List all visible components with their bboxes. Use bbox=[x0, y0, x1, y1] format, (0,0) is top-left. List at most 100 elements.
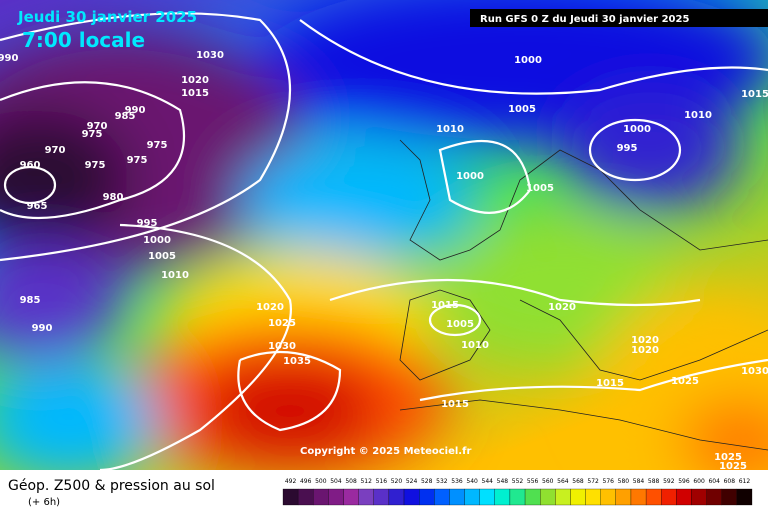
field bbox=[0, 0, 768, 480]
isobar-labels: 990 1030102010159909859709759709609759759… bbox=[0, 50, 768, 472]
scale-label: 608 bbox=[724, 478, 736, 485]
scale-label: 604 bbox=[708, 478, 720, 485]
isobar-label: 1010 bbox=[436, 124, 464, 135]
isobar-label: 975 bbox=[82, 129, 103, 140]
isobar-label: 990 bbox=[125, 105, 146, 116]
scale-label: 532 bbox=[436, 478, 448, 485]
isobar-label: 1010 bbox=[461, 340, 489, 351]
scale-label: 568 bbox=[572, 478, 584, 485]
isobar-label: 1015 bbox=[441, 399, 469, 410]
scale-swatch bbox=[600, 488, 616, 506]
scale-label: 524 bbox=[406, 478, 418, 485]
scale-label: 580 bbox=[618, 478, 630, 485]
run-info: Run GFS 0 Z du Jeudi 30 janvier 2025 bbox=[480, 14, 689, 25]
isobar-label: 1025 bbox=[719, 461, 747, 472]
scale-swatch bbox=[434, 488, 450, 506]
scale-swatch bbox=[540, 488, 556, 506]
isobar-label: 1030 bbox=[268, 341, 296, 352]
isobar-label: 1000 bbox=[143, 235, 171, 246]
isobar-label: 995 bbox=[617, 143, 638, 154]
isobar-label: 1020 bbox=[631, 335, 659, 346]
isobar-label: 1020 bbox=[256, 302, 284, 313]
scale-swatch bbox=[570, 488, 586, 506]
scale-swatch bbox=[524, 488, 541, 506]
isobar-label: 1005 bbox=[148, 251, 176, 262]
scale-label: 600 bbox=[693, 478, 705, 485]
scale-label: 588 bbox=[648, 478, 660, 485]
scale-swatch bbox=[736, 488, 753, 506]
isobar-label: 1010 bbox=[161, 270, 189, 281]
scale-swatch bbox=[630, 488, 647, 506]
isobar-label: 1005 bbox=[526, 183, 554, 194]
isobar-label: 1000 bbox=[456, 171, 484, 182]
isobar-label: 970 bbox=[87, 121, 108, 132]
isobar-label: 1020 bbox=[181, 75, 209, 86]
isobar-label: 990 bbox=[0, 53, 18, 64]
isobar-label: 960 bbox=[20, 160, 41, 171]
isobar-label: 975 bbox=[127, 155, 148, 166]
scale-swatch bbox=[403, 488, 420, 506]
scale-label: 556 bbox=[527, 478, 539, 485]
scale-swatch bbox=[645, 488, 662, 506]
scale-label: 584 bbox=[633, 478, 645, 485]
local-time: 7:00 locale bbox=[22, 28, 145, 52]
isobar-label: 975 bbox=[147, 140, 168, 151]
scale-swatch bbox=[419, 488, 435, 506]
isobar-label: 1025 bbox=[268, 318, 296, 329]
scale-label: 592 bbox=[663, 478, 675, 485]
scale-label: 572 bbox=[587, 478, 599, 485]
scale-swatch bbox=[494, 488, 511, 506]
copyright: Copyright © 2025 Meteociel.fr bbox=[300, 446, 471, 457]
scale-swatch bbox=[449, 488, 465, 506]
scale-swatch bbox=[676, 488, 692, 506]
isobar-label: 1005 bbox=[508, 104, 536, 115]
scale-label: 564 bbox=[557, 478, 569, 485]
scale-swatch bbox=[313, 488, 329, 506]
isobar-label: 1020 bbox=[548, 302, 576, 313]
isobar-label: 985 bbox=[115, 111, 136, 122]
scale-swatch bbox=[555, 488, 571, 506]
scale-label: 540 bbox=[466, 478, 478, 485]
isobar-label: 1005 bbox=[446, 319, 474, 330]
footer-title: Géop. Z500 & pression au sol bbox=[8, 478, 215, 494]
scale-label: 508 bbox=[345, 478, 357, 485]
isobar-label: 1015 bbox=[181, 88, 209, 99]
scale-swatch bbox=[691, 488, 707, 506]
scale-label: 560 bbox=[542, 478, 554, 485]
scale-label: 596 bbox=[678, 478, 690, 485]
scale-label: 516 bbox=[376, 478, 388, 485]
scale-label: 536 bbox=[451, 478, 463, 485]
scale-swatch bbox=[509, 488, 526, 506]
isobar-label: 975 bbox=[85, 160, 106, 171]
scale-label: 552 bbox=[512, 478, 524, 485]
isobar-label: 995 bbox=[137, 218, 158, 229]
scale-swatch bbox=[585, 488, 601, 506]
isobar-label: 990 bbox=[32, 323, 53, 334]
scale-label: 528 bbox=[421, 478, 433, 485]
isobar-label: 1015 bbox=[741, 89, 768, 100]
scale-swatch bbox=[661, 488, 677, 506]
scale-swatch bbox=[297, 488, 314, 506]
isobar-label: 1000 bbox=[514, 55, 542, 66]
scale-label: 492 bbox=[285, 478, 297, 485]
isobar-label: 1025 bbox=[714, 452, 742, 463]
date: Jeudi 30 janvier 2025 bbox=[17, 8, 197, 26]
scale-swatch bbox=[358, 488, 374, 506]
scale-swatch bbox=[721, 488, 738, 506]
scale-swatch bbox=[388, 488, 405, 506]
scale-label: 500 bbox=[315, 478, 327, 485]
run-box bbox=[470, 9, 768, 27]
scale-label: 512 bbox=[360, 478, 372, 485]
isobar-label: 1030 bbox=[196, 50, 224, 61]
scale-swatch bbox=[282, 488, 299, 506]
scale-swatch bbox=[343, 488, 359, 506]
scale-label: 520 bbox=[391, 478, 403, 485]
isobar-label: 1015 bbox=[431, 300, 459, 311]
isobar-label: 985 bbox=[20, 295, 41, 306]
isobar-label: 970 bbox=[45, 145, 66, 156]
scale-swatch bbox=[328, 488, 344, 506]
scale-swatch bbox=[479, 488, 495, 506]
isobar-label: 1030 bbox=[741, 366, 768, 377]
isobar-label: 1010 bbox=[684, 110, 712, 121]
isobar-label: 1035 bbox=[283, 356, 311, 367]
